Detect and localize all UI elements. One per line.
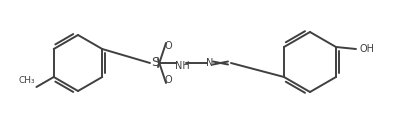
Text: O: O (164, 41, 172, 51)
Text: OH: OH (360, 44, 375, 54)
Text: CH₃: CH₃ (19, 76, 35, 85)
Text: O: O (164, 75, 172, 85)
Text: S: S (151, 56, 159, 70)
Text: N: N (206, 58, 214, 68)
Text: NH: NH (174, 61, 189, 71)
